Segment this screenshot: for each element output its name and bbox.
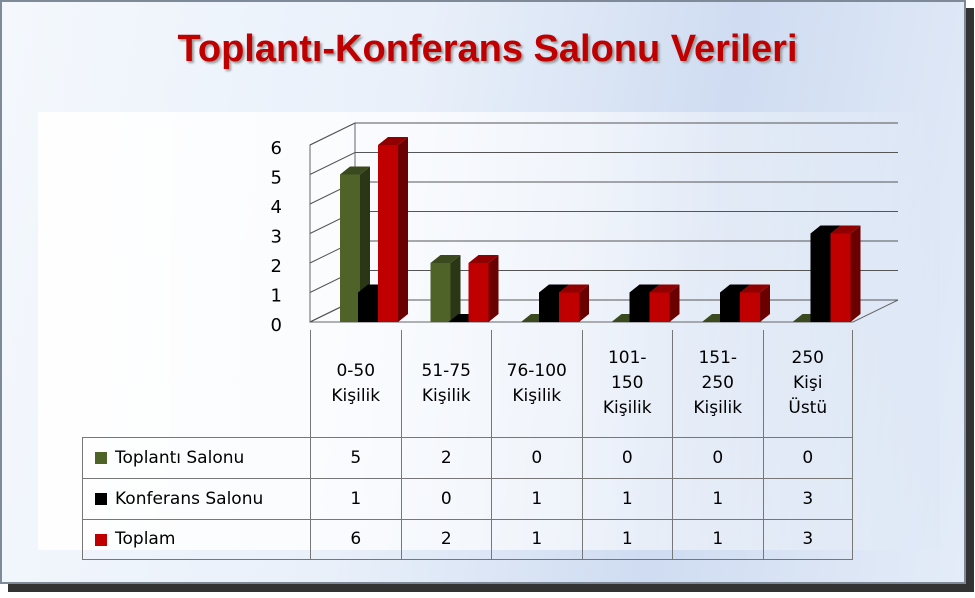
bar-face — [468, 255, 499, 263]
bar-face — [488, 255, 499, 322]
table-cell: 1 — [672, 519, 763, 560]
bar-face — [358, 292, 378, 322]
bar-face — [810, 233, 831, 322]
category-label: 51-75 Kişilik — [400, 330, 492, 437]
bar-face — [669, 284, 680, 322]
legend-entry: Toplantı Salonu — [82, 437, 310, 478]
category-label: 250 Kişi Üstü — [762, 330, 853, 437]
legend-entry: Konferans Salonu — [82, 478, 310, 519]
table-cell: 1 — [491, 519, 582, 560]
bar — [649, 284, 680, 322]
grid-line — [309, 152, 898, 175]
bar — [468, 255, 499, 322]
legend-swatch — [95, 493, 107, 505]
bar-face — [579, 284, 589, 322]
legend-entry: Toplam — [82, 519, 310, 560]
table-cell: 1 — [672, 478, 763, 519]
y-tick-label: 5 — [271, 168, 282, 189]
legend-swatch — [95, 533, 107, 546]
y-tick-label: 3 — [271, 227, 282, 248]
table-cell: 0 — [400, 478, 491, 519]
bar-face — [649, 292, 670, 322]
bar-face — [360, 166, 370, 322]
bar-face — [378, 137, 408, 145]
bar — [559, 284, 589, 322]
legend-label: Toplam — [115, 529, 176, 549]
bar-face — [468, 263, 489, 322]
table-cell: 3 — [762, 478, 853, 519]
bar-face — [830, 225, 861, 234]
legend-label: Konferans Salonu — [115, 488, 264, 509]
bar-face — [398, 137, 408, 322]
table-cell: 2 — [400, 519, 491, 560]
bar — [830, 225, 861, 322]
bar-face — [720, 292, 740, 322]
table-cell: 6 — [310, 519, 401, 560]
table-cell: 1 — [310, 478, 401, 519]
bar-face — [830, 233, 851, 322]
bar-face — [450, 255, 461, 322]
category-label: 151-250 Kişilik — [672, 330, 763, 437]
table-cell: 1 — [581, 478, 672, 519]
table-cell: 5 — [310, 437, 401, 478]
category-label: 76-100 Kişilik — [491, 330, 582, 437]
bar-face — [740, 292, 760, 322]
chart-title: Toplantı-Konferans Salonu Verileri — [177, 28, 798, 70]
table-cell: 0 — [491, 437, 582, 478]
bar-face — [760, 284, 770, 322]
chart-panel — [38, 112, 940, 550]
legend-swatch — [95, 452, 107, 464]
y-tick-label: 2 — [271, 256, 282, 277]
bar — [430, 255, 461, 322]
bar — [740, 284, 770, 322]
grid-line — [309, 122, 898, 146]
bar-face — [850, 225, 861, 322]
bar-face — [559, 284, 589, 293]
y-tick-label: 4 — [271, 197, 282, 218]
y-tick-label: 0 — [271, 315, 282, 336]
table-cell: 0 — [581, 437, 672, 478]
table-cell: 2 — [400, 437, 491, 478]
bar-face — [340, 174, 360, 322]
category-label: 0-50 Kişilik — [310, 330, 401, 437]
table-cell: 1 — [491, 478, 582, 519]
table-cell: 0 — [762, 437, 853, 478]
bar-face — [629, 292, 650, 322]
table-cell: 3 — [762, 519, 853, 560]
bar-face — [649, 284, 680, 293]
bar — [378, 137, 408, 322]
bar-face — [430, 263, 451, 322]
bar-face — [559, 292, 579, 322]
legend-label: Toplantı Salonu — [115, 447, 245, 468]
bar-face — [539, 292, 559, 322]
bar-face — [340, 166, 370, 175]
bar-face — [378, 145, 398, 322]
y-tick-label: 6 — [271, 138, 282, 159]
y-tick-label: 1 — [271, 286, 282, 307]
bar-face — [430, 255, 461, 263]
category-label: 101-150 Kişilik — [581, 330, 673, 437]
table-cell: 1 — [581, 519, 672, 560]
bar — [340, 166, 370, 322]
table-cell: 0 — [672, 437, 763, 478]
bar-face — [740, 284, 770, 293]
